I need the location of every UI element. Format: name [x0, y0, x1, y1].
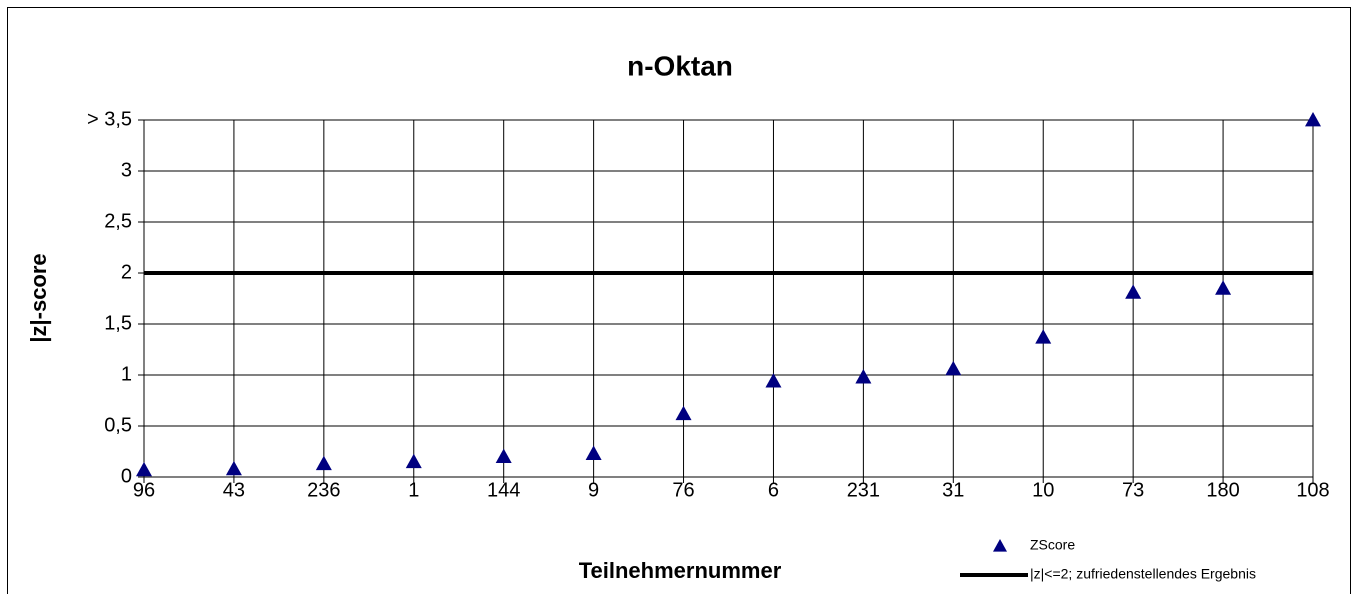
y-tick-label: > 3,5	[87, 108, 132, 130]
y-tick-label: 1,5	[104, 312, 132, 334]
data-point	[405, 453, 422, 469]
data-point	[1215, 280, 1232, 295]
x-tick-label: 231	[847, 479, 880, 501]
legend-label: ZScore	[1030, 537, 1075, 553]
chart-title: n-Oktan	[627, 50, 733, 81]
data-point	[1125, 284, 1142, 299]
data-point	[765, 373, 782, 388]
x-axis-label: Teilnehmernummer	[579, 558, 782, 583]
data-point	[225, 460, 242, 476]
data-point	[1035, 329, 1052, 344]
y-tick-label: 2,5	[104, 210, 132, 232]
x-tick-label: 1	[408, 479, 419, 501]
data-point	[945, 360, 962, 376]
legend-label: |z|<=2; zufriedenstellendes Ergebnis	[1030, 566, 1256, 582]
y-tick-label: 0	[121, 465, 132, 487]
x-tick-label: 6	[768, 479, 779, 501]
data-point	[1305, 112, 1321, 127]
x-tick-label: 180	[1206, 479, 1239, 501]
x-tick-label: 43	[223, 479, 245, 501]
y-tick-label: 2	[121, 261, 132, 283]
x-tick-label: 10	[1032, 479, 1054, 501]
y-tick-label: 0,5	[104, 414, 132, 436]
x-tick-label: 76	[672, 479, 694, 501]
y-tick-label: 3	[121, 159, 132, 181]
x-tick-label: 144	[487, 479, 520, 501]
y-tick-label: 1	[121, 363, 132, 385]
data-point	[136, 461, 152, 477]
x-tick-label: 9	[588, 479, 599, 501]
x-tick-label: 108	[1296, 479, 1329, 501]
data-point	[855, 369, 872, 384]
data-point	[585, 445, 602, 460]
legend-marker	[993, 539, 1007, 552]
x-tick-label: 31	[942, 479, 964, 501]
data-point	[675, 405, 692, 421]
x-tick-label: 73	[1122, 479, 1144, 501]
x-tick-label: 236	[307, 479, 340, 501]
data-point	[315, 455, 332, 471]
data-point	[495, 448, 512, 463]
plot-area	[143, 119, 1314, 478]
x-tick-label: 96	[133, 479, 155, 501]
y-axis-label: |z|-score	[26, 253, 51, 342]
